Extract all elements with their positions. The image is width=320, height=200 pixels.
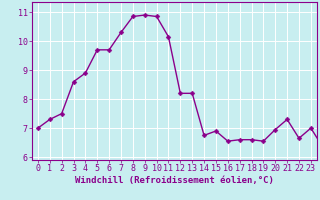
X-axis label: Windchill (Refroidissement éolien,°C): Windchill (Refroidissement éolien,°C) bbox=[75, 176, 274, 185]
